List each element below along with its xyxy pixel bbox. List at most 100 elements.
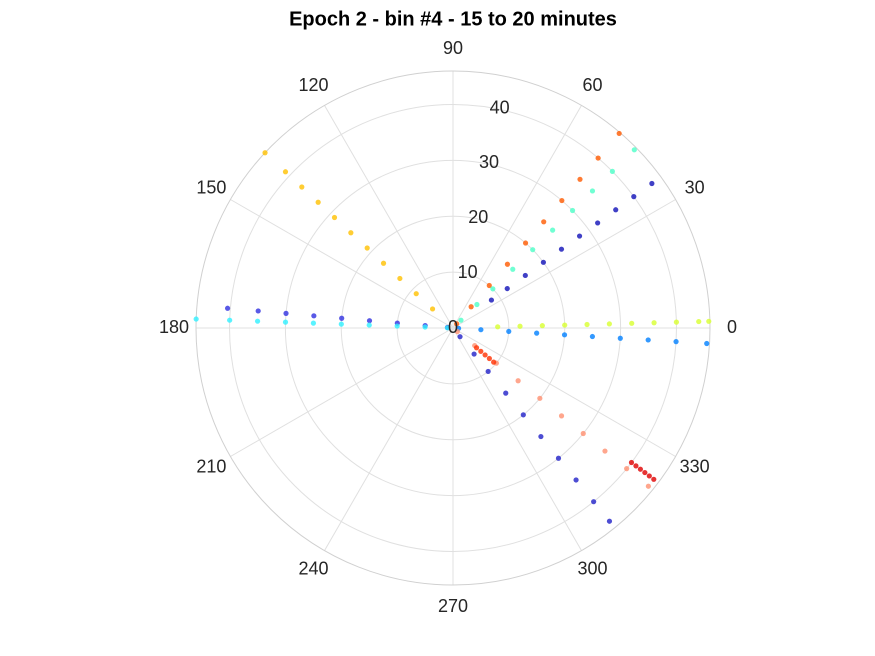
point xyxy=(530,247,536,253)
point xyxy=(616,130,622,137)
point xyxy=(706,318,712,324)
point xyxy=(534,330,540,336)
theta-tick-label: 180 xyxy=(159,317,189,337)
grid-spoke xyxy=(230,327,454,457)
point xyxy=(254,318,261,324)
point xyxy=(628,459,635,466)
point xyxy=(478,327,484,333)
point xyxy=(495,324,501,330)
point xyxy=(649,180,655,187)
point xyxy=(504,285,510,292)
point xyxy=(617,335,623,341)
point xyxy=(540,259,546,265)
theta-tick-label: 240 xyxy=(298,558,328,578)
point xyxy=(606,518,613,524)
point xyxy=(457,334,463,340)
point xyxy=(193,316,199,322)
point xyxy=(422,324,428,330)
point xyxy=(629,320,635,326)
point xyxy=(704,340,710,347)
grid-spoke xyxy=(324,327,454,551)
point xyxy=(413,291,419,297)
point xyxy=(645,483,651,489)
point xyxy=(673,319,680,325)
point xyxy=(310,320,317,326)
point xyxy=(651,476,657,482)
point xyxy=(482,352,488,358)
point xyxy=(584,321,590,328)
point xyxy=(282,169,289,175)
point xyxy=(589,188,596,194)
point xyxy=(580,430,586,437)
point xyxy=(624,466,630,472)
point xyxy=(339,315,345,321)
point xyxy=(573,477,579,483)
point xyxy=(646,473,652,479)
theta-tick-label: 270 xyxy=(438,596,468,616)
point xyxy=(595,220,601,226)
point xyxy=(569,207,576,214)
point xyxy=(504,261,511,267)
point xyxy=(561,332,568,338)
point xyxy=(454,328,460,335)
point xyxy=(558,246,565,252)
outer-circle xyxy=(195,70,711,586)
point xyxy=(550,227,556,233)
point xyxy=(364,245,370,251)
point xyxy=(397,275,403,282)
point xyxy=(471,351,477,357)
grid-spoke xyxy=(452,327,582,551)
point xyxy=(631,194,637,200)
point xyxy=(486,282,492,289)
r-tick-label: 20 xyxy=(468,207,488,227)
point xyxy=(299,184,305,190)
r-tick-label: 40 xyxy=(490,97,510,117)
point xyxy=(429,306,436,312)
point xyxy=(555,455,562,461)
point xyxy=(642,469,648,476)
point xyxy=(380,260,387,266)
chart-title: Epoch 2 - bin #4 - 15 to 20 minutes xyxy=(289,8,617,30)
point xyxy=(282,319,289,325)
theta-tick-label: 150 xyxy=(196,177,226,197)
theta-tick-label: 90 xyxy=(443,38,463,58)
point xyxy=(444,325,451,331)
point xyxy=(576,233,583,239)
point xyxy=(651,320,657,326)
theta-tick-label: 300 xyxy=(577,558,607,578)
point xyxy=(517,323,523,329)
point xyxy=(522,240,529,246)
point xyxy=(637,466,644,472)
theta-tick-label: 120 xyxy=(298,75,328,95)
point xyxy=(458,317,464,323)
point xyxy=(255,308,261,314)
grid-spoke xyxy=(452,327,676,457)
point xyxy=(538,433,544,440)
theta-tick-label: 30 xyxy=(685,177,705,197)
point xyxy=(522,272,528,279)
grid-spoke xyxy=(452,105,582,329)
point xyxy=(541,219,547,225)
point xyxy=(491,359,497,365)
point xyxy=(311,313,317,319)
point xyxy=(696,318,702,325)
point xyxy=(558,413,565,419)
grid-spoke xyxy=(452,199,676,329)
point xyxy=(562,322,568,328)
point xyxy=(486,355,492,362)
point xyxy=(283,310,289,316)
point xyxy=(515,378,521,384)
point xyxy=(645,337,651,343)
point xyxy=(602,448,608,454)
point xyxy=(673,339,679,345)
point xyxy=(595,155,601,161)
point xyxy=(510,266,516,272)
point xyxy=(520,412,526,418)
theta-tick-label: 330 xyxy=(680,456,710,476)
point xyxy=(331,214,338,221)
theta-tick-label: 0 xyxy=(727,317,737,337)
grid-spoke xyxy=(324,105,454,329)
point xyxy=(490,286,496,292)
point xyxy=(468,304,474,310)
